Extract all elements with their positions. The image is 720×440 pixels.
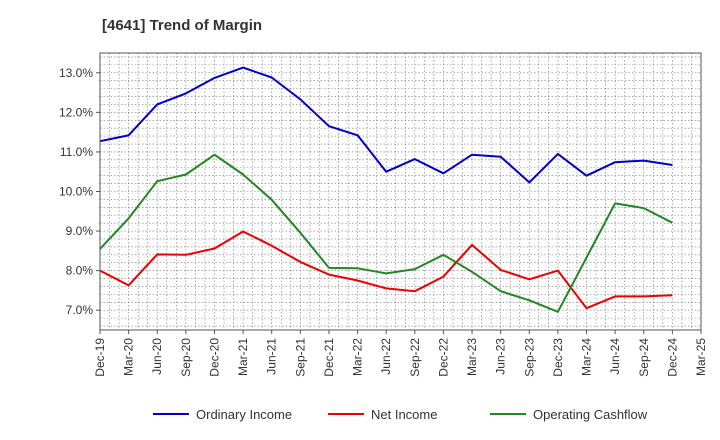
y-tick-label: 13.0% <box>59 66 93 80</box>
y-tick-label: 8.0% <box>66 264 94 278</box>
x-tick-label: Mar-21 <box>236 338 250 376</box>
x-tick-label: Jun-22 <box>379 338 393 375</box>
x-tick-label: Sep-23 <box>522 338 536 377</box>
x-tick-label: Dec-24 <box>665 338 679 377</box>
x-tick-label: Sep-20 <box>179 338 193 377</box>
x-tick-label: Mar-25 <box>694 338 708 376</box>
x-tick-label: Dec-23 <box>551 338 565 377</box>
x-tick-label: Dec-20 <box>207 338 221 377</box>
legend: Ordinary Income Net Income Operating Cashf… <box>153 407 648 422</box>
series-layer <box>99 66 673 313</box>
x-axis: Dec-19 Mar-20 Jun-20 Sep-20 Dec-20 Mar-21 Jun-… <box>93 330 708 377</box>
legend-label-operating-cashflow: Operating Cashflow <box>533 407 648 422</box>
y-tick-label: 12.0% <box>59 105 93 119</box>
series-line-ordinary-income <box>99 66 673 184</box>
y-tick-label: 11.0% <box>60 145 93 159</box>
x-tick-label: Dec-19 <box>93 338 107 377</box>
x-tick-label: Mar-24 <box>580 338 594 376</box>
y-axis: 7.0% 8.0% 9.0% 10.0% 11.0% 12.0% 13.0% <box>59 66 100 317</box>
series-line-net-income <box>99 230 673 310</box>
x-tick-label: Sep-21 <box>293 338 307 377</box>
x-tick-label: Dec-21 <box>322 338 336 377</box>
x-tick-label: Sep-24 <box>637 338 651 377</box>
x-tick-label: Mar-23 <box>465 338 479 376</box>
series-line-operating-cashflow <box>99 153 673 313</box>
plot-area <box>100 53 701 330</box>
x-tick-label: Mar-20 <box>122 338 136 376</box>
y-tick-label: 7.0% <box>66 303 94 317</box>
x-tick-label: Jun-21 <box>265 338 279 375</box>
chart-title: [4641] Trend of Margin <box>102 17 262 34</box>
x-tick-label: Jun-24 <box>608 338 622 375</box>
y-tick-label: 10.0% <box>59 185 93 199</box>
x-tick-label: Dec-22 <box>436 338 450 377</box>
y-tick-label: 9.0% <box>66 224 94 238</box>
x-tick-label: Jun-23 <box>494 338 508 375</box>
x-tick-label: Sep-22 <box>408 338 422 377</box>
x-tick-label: Jun-20 <box>150 338 164 375</box>
legend-label-net-income: Net Income <box>371 407 437 422</box>
legend-label-ordinary-income: Ordinary Income <box>196 407 292 422</box>
x-tick-label: Mar-22 <box>351 338 365 376</box>
